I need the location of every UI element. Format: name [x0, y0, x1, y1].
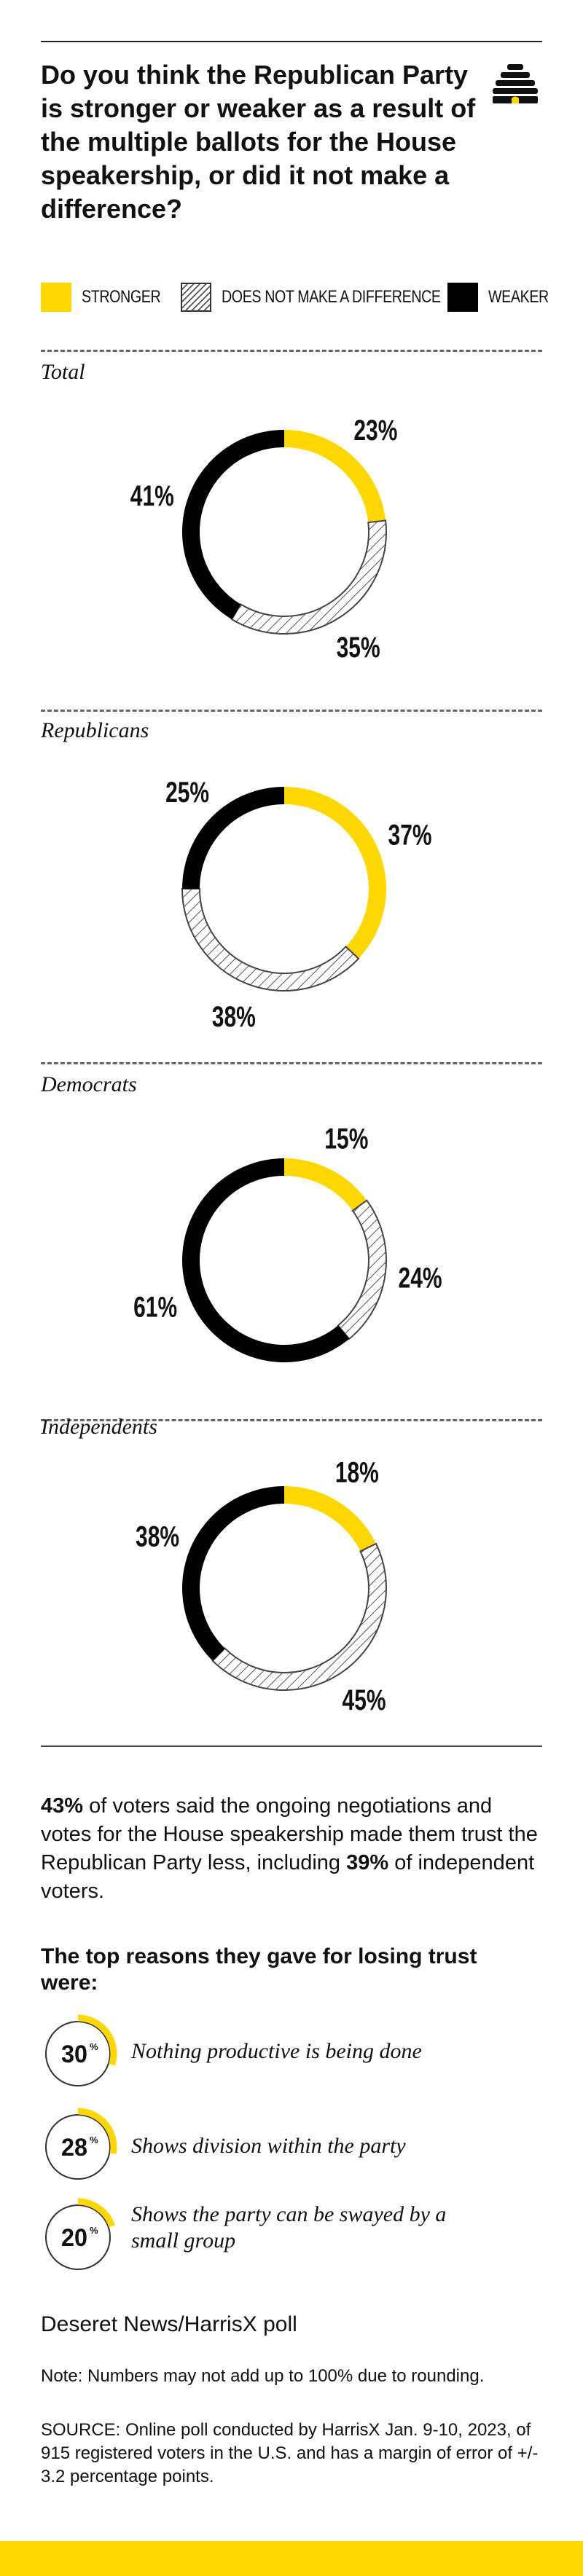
gauge-number: 30 [61, 2041, 87, 2068]
slice-weaker [182, 430, 284, 620]
slice-stronger [284, 1158, 367, 1211]
gauge-arc [77, 2108, 117, 2155]
label-no-difference: 38% [212, 1001, 256, 1033]
label-no-difference: 45% [343, 1684, 386, 1716]
gauge-circle [45, 2204, 111, 2270]
divider [41, 710, 542, 712]
source-text: SOURCE: Online poll conducted by HarrisX… [41, 2420, 539, 2486]
question-title: Do you think the Republican Party is str… [41, 60, 476, 224]
reason-gauge: 20% [45, 2198, 115, 2270]
slice-weaker [182, 787, 284, 889]
chart-title-democrats: Democrats [41, 1072, 137, 1096]
reasons-heading: The top reasons they gave for losing tru… [41, 1944, 477, 1995]
reason-text: Nothing productive is being done [131, 2039, 422, 2063]
legend-label-weaker: WEAKER [488, 287, 549, 307]
label-weaker: 25% [165, 777, 209, 809]
legend-swatch-no-difference [181, 283, 211, 312]
reason-text: Shows division within the party [131, 2134, 406, 2158]
donut-chart-republicans: 37% 38% 25% [165, 777, 432, 1033]
slice-weaker [182, 1486, 284, 1661]
legend-swatch-stronger [41, 283, 71, 312]
legend-swatch-weaker [447, 283, 478, 312]
reason-gauge: 28% [45, 2108, 117, 2180]
label-no-difference: 24% [399, 1263, 442, 1295]
label-weaker: 41% [130, 480, 174, 512]
section-rule [41, 1746, 542, 1747]
label-stronger: 18% [335, 1457, 379, 1489]
label-weaker: 38% [136, 1521, 179, 1553]
summary-text-part: of independent voters. [41, 1851, 535, 1903]
label-no-difference: 35% [337, 632, 380, 664]
gauge-number: 28 [61, 2134, 87, 2161]
poll-source-name: Deseret News/HarrisX poll [41, 2312, 297, 2336]
chart-title-independents: Independents [41, 1415, 157, 1439]
legend-item-no-difference: DOES NOT MAKE A DIFFERENCE [181, 281, 489, 313]
slice-weaker [182, 1158, 350, 1362]
summary-text-part: of voters said the ongoing negotiations … [41, 1794, 538, 1874]
chart-title-republicans: Republicans [41, 718, 149, 742]
reason-item: 30% Nothing productive is being done [38, 2014, 548, 2094]
summary-stat-overall: 43% [41, 1794, 84, 1818]
slice-no-difference [230, 519, 387, 635]
legend-label-stronger: STRONGER [82, 287, 161, 307]
summary-stat-independents: 39% [346, 1851, 389, 1874]
slice-no-difference [211, 1542, 387, 1691]
legend: STRONGER DOES NOT MAKE A DIFFERENCE WEAK… [41, 281, 549, 313]
gauge-unit: % [90, 2135, 98, 2145]
slice-stronger [284, 430, 386, 523]
label-stronger: 15% [324, 1123, 368, 1155]
divider [41, 350, 542, 352]
divider [41, 1062, 542, 1064]
label-stronger: 23% [353, 415, 397, 447]
reason-item: 28% Shows division within the party [38, 2107, 548, 2187]
slice-no-difference [337, 1199, 387, 1340]
donut-chart-democrats: 15% 24% 61% [133, 1123, 442, 1362]
label-weaker: 61% [133, 1292, 177, 1324]
slice-no-difference [181, 888, 360, 991]
slice-stronger [284, 1486, 377, 1552]
legend-item-stronger: STRONGER [41, 281, 178, 313]
donut-chart-independents: 18% 45% 38% [136, 1457, 387, 1716]
label-stronger: 37% [388, 819, 432, 851]
gauge-arc [77, 2198, 115, 2228]
legend-item-weaker: WEAKER [447, 281, 562, 313]
gauge-number: 20 [61, 2224, 87, 2252]
donut-chart-total: 23% 35% 41% [130, 415, 398, 664]
reason-text: Shows the party can be swayed by a small… [131, 2202, 447, 2253]
reason-gauge: 30% [45, 2014, 117, 2086]
footer-bar [0, 2541, 583, 2576]
rounding-note: Note: Numbers may not add up to 100% due… [41, 2366, 485, 2386]
gauge-unit: % [90, 2225, 98, 2236]
slice-stronger [284, 787, 386, 959]
gauge-arc [77, 2014, 117, 2066]
gauge-unit: % [90, 2041, 98, 2052]
legend-label-no-difference: DOES NOT MAKE A DIFFERENCE [222, 287, 441, 307]
gauge-circle [45, 2021, 111, 2086]
chart-title-total: Total [41, 360, 85, 384]
summary-text: 43% of voters said the ongoing negotiati… [41, 1792, 544, 1906]
divider [41, 1419, 542, 1421]
gauge-circle [45, 2114, 111, 2180]
reason-item: 20% Shows the party can be swayed by a s… [38, 2197, 548, 2277]
beehive-icon [493, 64, 538, 103]
top-rule [41, 41, 542, 42]
